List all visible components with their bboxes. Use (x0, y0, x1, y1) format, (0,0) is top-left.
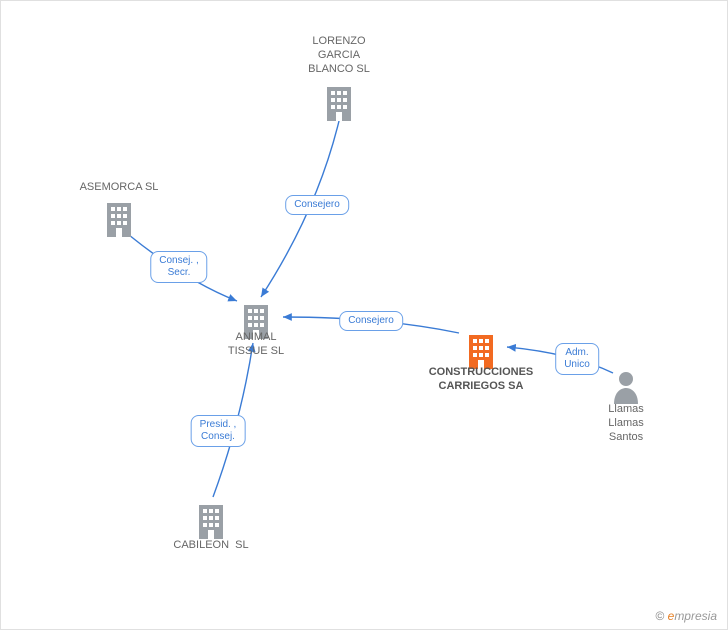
edge-label: Consejero (285, 195, 349, 215)
edge-label: Presid. , Consej. (191, 415, 246, 447)
node-construcciones[interactable]: CONSTRUCCIONES CARRIEGOS SA (429, 366, 534, 394)
building-icon (196, 503, 226, 539)
node-label: Llamas Llamas Santos (608, 403, 643, 444)
brand-rest: mpresia (674, 609, 717, 623)
building-icon (466, 333, 496, 369)
node-label: ANIMAL TISSUE SL (228, 331, 284, 359)
watermark: © empresia (655, 609, 717, 623)
node-label: CONSTRUCCIONES CARRIEGOS SA (429, 366, 534, 394)
building-icon (324, 85, 354, 121)
node-icon-wrap[interactable] (196, 501, 226, 541)
node-label: CABILEON SL (173, 539, 248, 553)
node-animal[interactable]: ANIMAL TISSUE SL (228, 331, 284, 359)
node-lorenzo[interactable]: LORENZO GARCIA BLANCO SL (308, 35, 370, 76)
node-label: LORENZO GARCIA BLANCO SL (308, 35, 370, 76)
diagram-canvas: LORENZO GARCIA BLANCO SL ASEMORCA SL ANI… (0, 0, 728, 630)
node-icon-wrap[interactable] (324, 83, 354, 123)
person-icon (612, 370, 640, 404)
node-icon-wrap[interactable] (466, 331, 496, 371)
node-label: ASEMORCA SL (80, 181, 159, 195)
node-cabileon[interactable]: CABILEON SL (173, 539, 248, 553)
edge-label: Consej. , Secr. (150, 251, 207, 283)
node-icon-wrap[interactable] (104, 199, 134, 239)
copyright-symbol: © (655, 609, 664, 623)
node-asemorca[interactable]: ASEMORCA SL (80, 181, 159, 195)
edge-label: Consejero (339, 311, 403, 331)
edge-label: Adm. Unico (555, 343, 599, 375)
node-icon-wrap[interactable] (612, 368, 640, 406)
node-llamas[interactable]: Llamas Llamas Santos (608, 403, 643, 444)
building-icon (104, 201, 134, 237)
